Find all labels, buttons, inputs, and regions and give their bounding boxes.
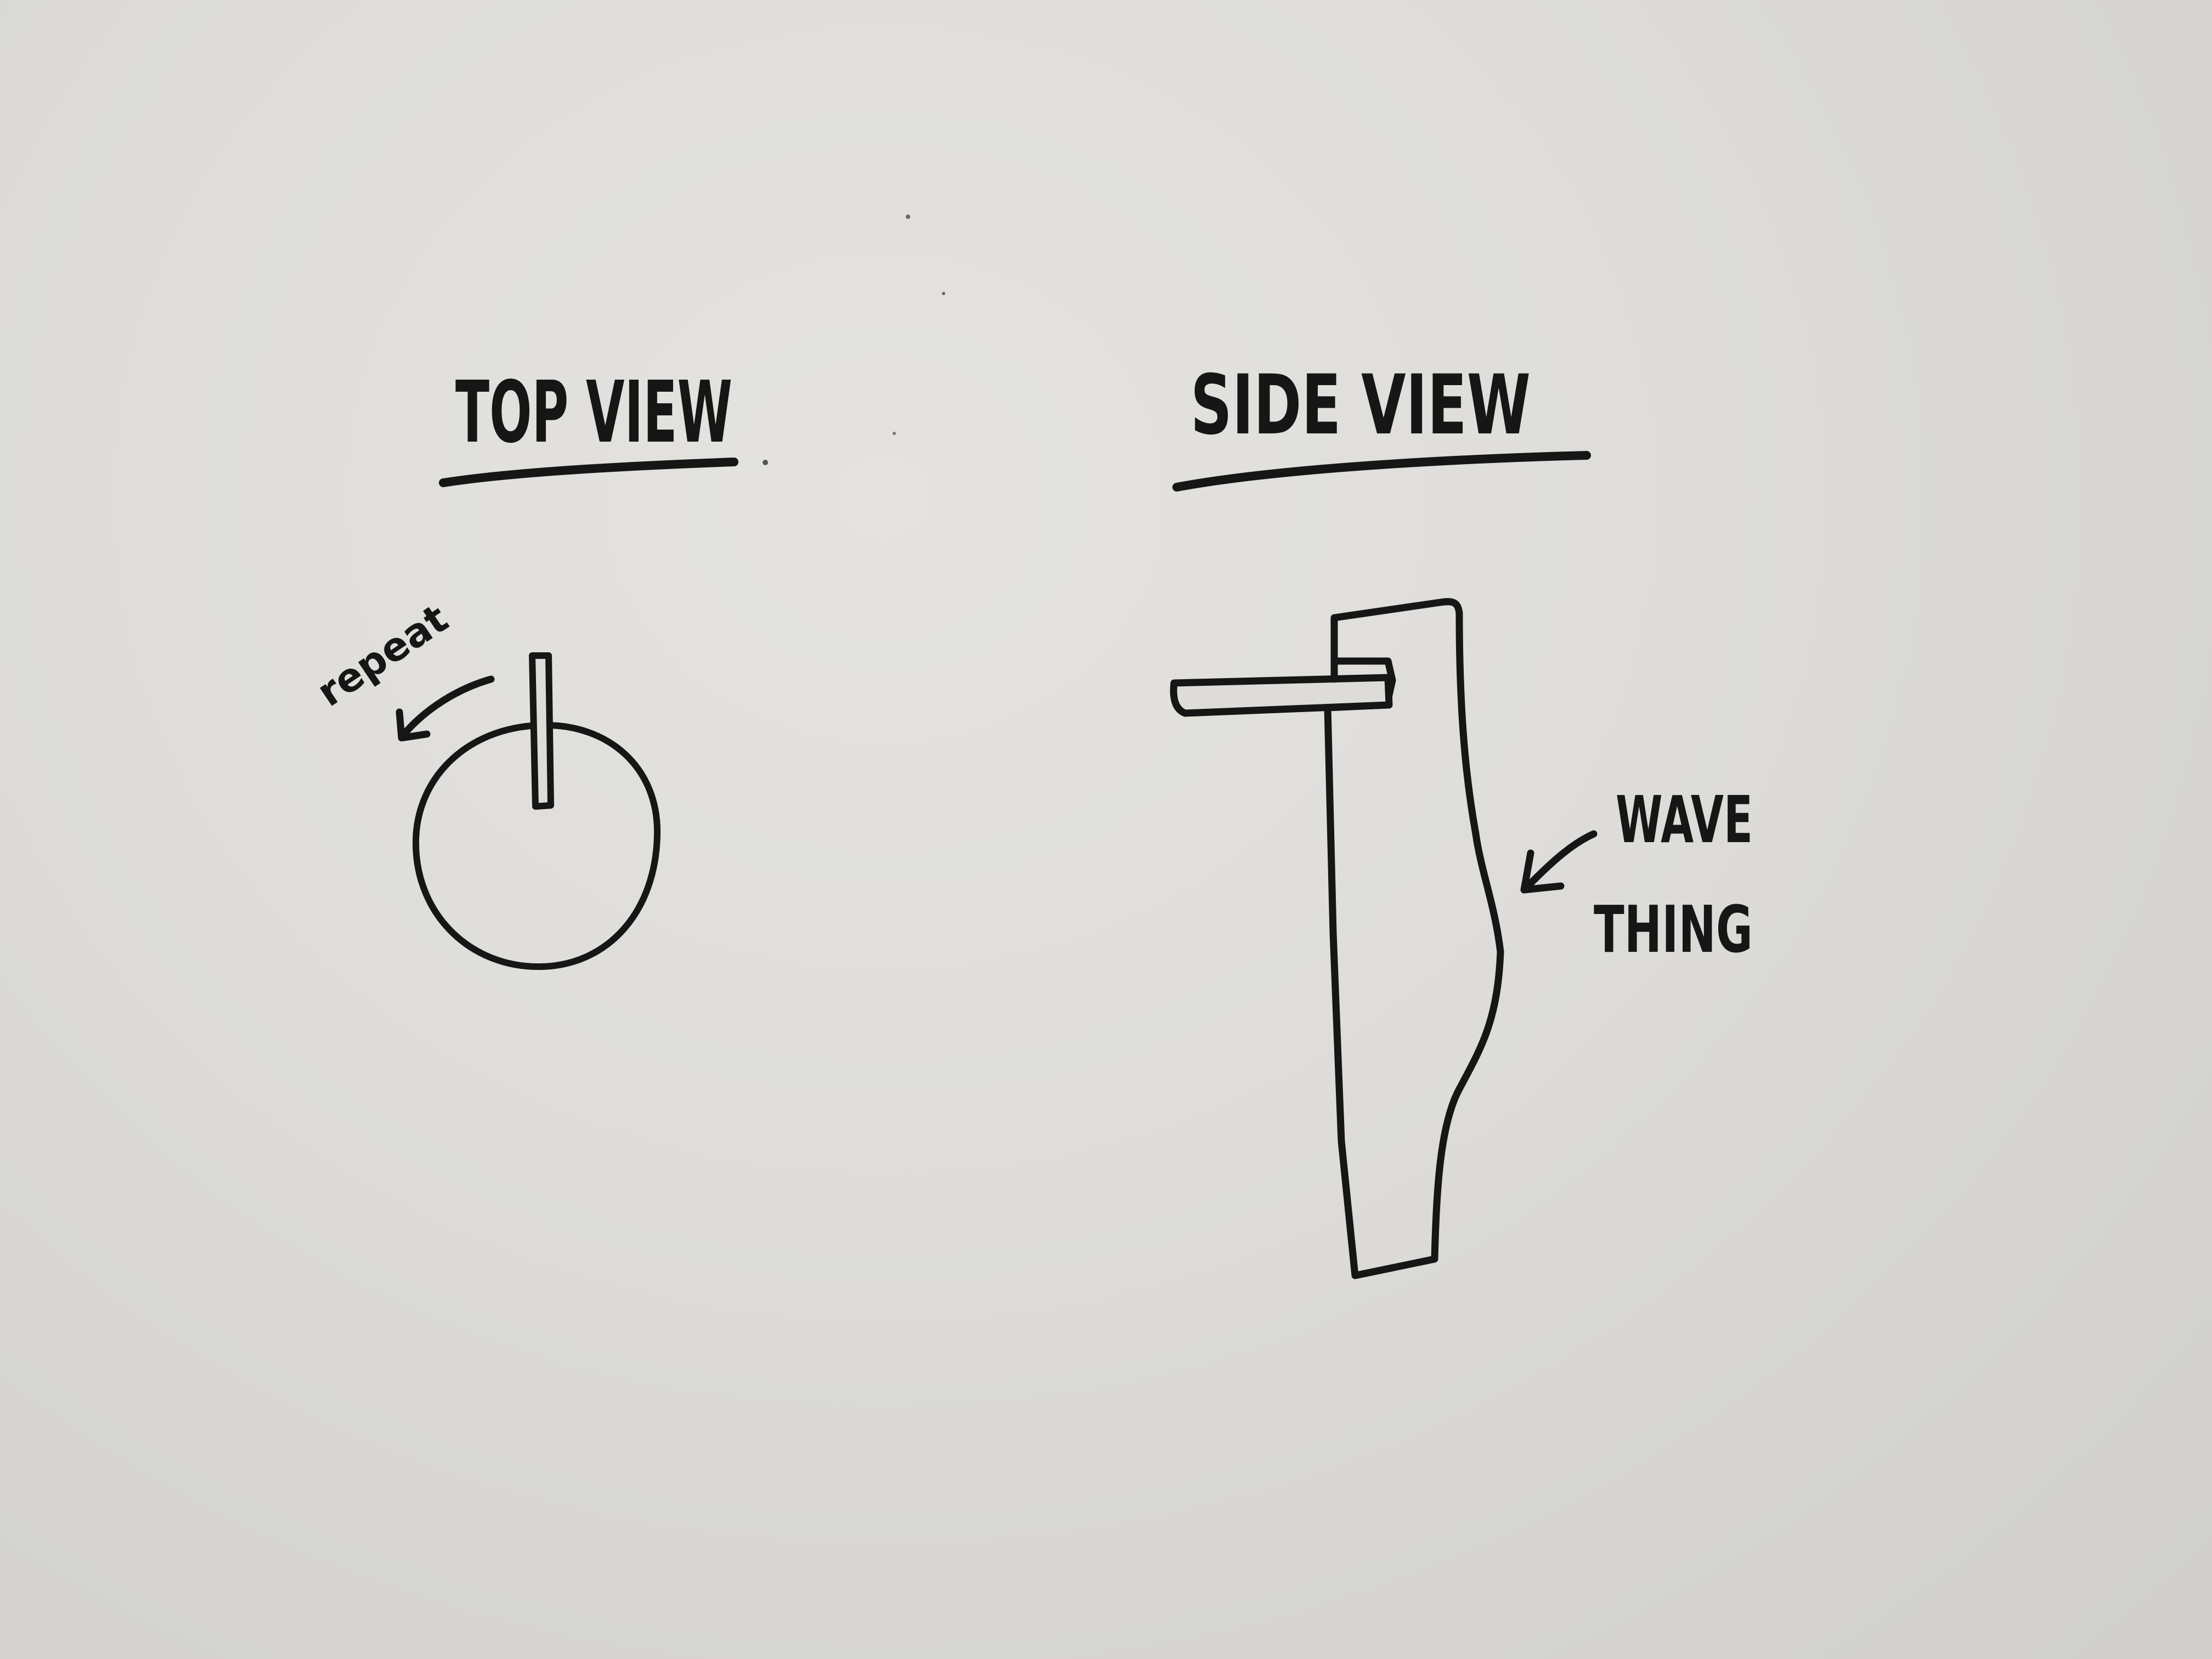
repeat-arrowhead-icon [396,708,431,742]
wave-arrow-icon [1521,830,1598,893]
wave-label: WAVE [1616,782,1753,857]
thing-label: THING [1594,891,1753,967]
paper-speck [763,460,768,465]
wave-arrowhead-icon [1520,849,1565,894]
top-view-title: TOP VIEW [455,363,732,462]
paper-speck [942,292,945,295]
top-view-title-underline [439,458,738,487]
top-view-circle [412,721,661,970]
side-view-body [1324,598,1504,1279]
top-view-blade [529,652,554,810]
side-view-title-underline [1172,451,1591,492]
paper-speck [893,432,896,435]
side-view-title: SIDE VIEW [1190,358,1531,453]
top-view-repeat-label: repeat [309,595,456,715]
paper-speck [906,215,910,219]
repeat-arrow-icon [399,675,495,739]
side-view-arm [1170,674,1393,717]
